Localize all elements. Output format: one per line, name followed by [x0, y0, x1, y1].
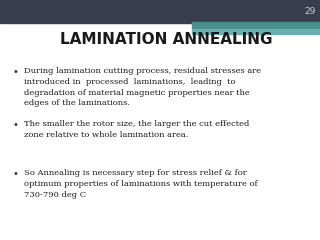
Text: During lamination cutting process, residual stresses are
introduced in  processe: During lamination cutting process, resid…	[24, 67, 261, 107]
Text: So Annealing is necessary step for stress relief & for
optimum properties of lam: So Annealing is necessary step for stres…	[24, 169, 258, 199]
Bar	[192, 29, 320, 34]
Text: 29: 29	[305, 7, 316, 16]
Text: •: •	[13, 169, 19, 179]
Text: LAMINATION ANNEALING: LAMINATION ANNEALING	[60, 32, 273, 48]
Text: •: •	[13, 67, 19, 77]
Text: •: •	[13, 120, 19, 130]
Bar	[192, 22, 320, 29]
Bar	[0, 0, 320, 23]
Text: The smaller the rotor size, the larger the cut effected
zone relative to whole l: The smaller the rotor size, the larger t…	[24, 120, 249, 139]
